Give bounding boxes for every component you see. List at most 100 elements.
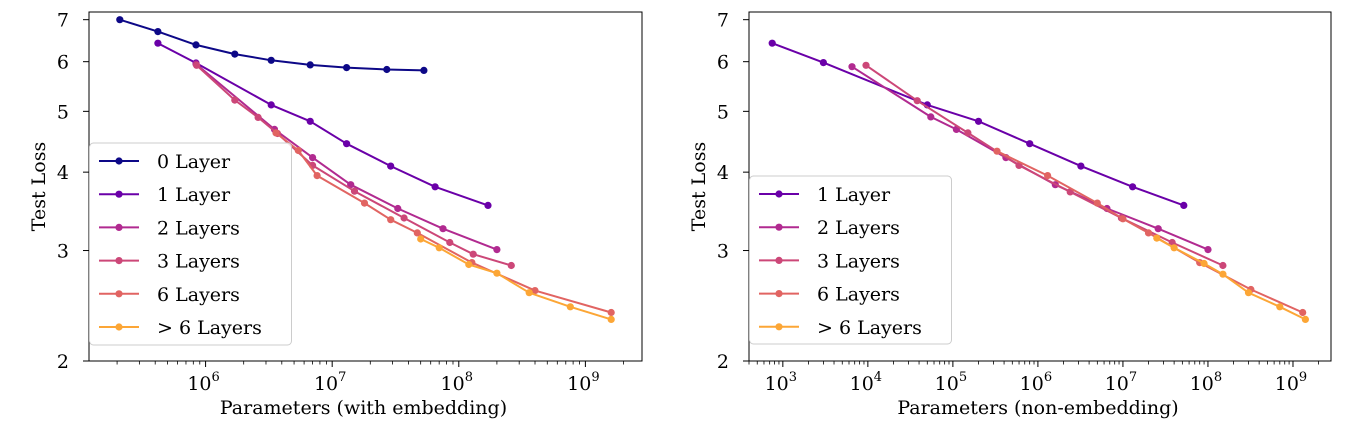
x-tick-base: 10	[1275, 373, 1299, 395]
x-tick-label: 104	[850, 370, 882, 395]
y-tick-label: 5	[57, 101, 69, 123]
x-axis-label: Parameters (non-embedding)	[897, 397, 1178, 419]
y-tick-label: 6	[57, 52, 69, 74]
data-point	[254, 113, 262, 121]
data-point	[417, 235, 425, 243]
legend-marker	[115, 323, 123, 331]
data-point	[267, 101, 275, 109]
data-point	[413, 229, 421, 237]
data-point	[1219, 270, 1227, 278]
x-tick-label: 106	[1020, 370, 1052, 395]
data-point	[1093, 199, 1101, 207]
legend-label: 3 Layers	[817, 250, 900, 272]
x-tick-label: 106	[187, 370, 219, 395]
legend: 0 Layer 1 Layer 2 Layers 3 Layers 6 Layers > …	[89, 142, 292, 346]
legend-label: > 6 Layers	[817, 317, 922, 339]
data-point	[231, 50, 239, 58]
data-point	[439, 225, 447, 233]
data-point	[313, 172, 321, 180]
legend-label: 6 Layers	[817, 284, 900, 306]
data-point	[819, 59, 827, 67]
data-point	[387, 162, 395, 170]
legend-label: 0 Layer	[157, 151, 231, 173]
x-tick-label: 109	[567, 370, 599, 395]
plot-area	[768, 39, 1309, 323]
legend-label: 2 Layers	[817, 217, 900, 239]
data-point	[1144, 229, 1153, 237]
data-point	[1154, 225, 1162, 233]
data-point	[350, 187, 359, 195]
data-point	[848, 63, 856, 71]
data-point	[309, 154, 317, 162]
data-point	[974, 117, 983, 125]
y-tick-label: 7	[717, 10, 729, 32]
legend-marker	[115, 157, 123, 165]
x-tick-exponent: 7	[1129, 370, 1137, 385]
data-point	[431, 183, 439, 191]
data-point	[469, 250, 477, 258]
x-tick-base: 10	[441, 373, 465, 395]
data-point	[1026, 140, 1034, 148]
y-tick-label: 3	[57, 241, 69, 263]
data-point	[267, 56, 275, 64]
data-point	[394, 204, 402, 213]
legend-box	[749, 175, 952, 345]
data-point	[400, 214, 408, 222]
x-tick-exponent: 9	[1299, 370, 1307, 385]
data-point	[862, 61, 870, 69]
x-tick-label: 108	[1190, 370, 1222, 395]
data-point	[927, 113, 935, 121]
legend-marker	[775, 256, 783, 264]
data-point	[1077, 162, 1085, 170]
legend-marker	[775, 223, 783, 231]
data-point	[507, 261, 515, 270]
series-line	[996, 150, 1304, 314]
data-point	[913, 97, 921, 105]
data-point	[294, 146, 302, 155]
legend-marker	[775, 323, 783, 331]
x-tick-exponent: 3	[789, 370, 797, 385]
x-tick-exponent: 7	[338, 370, 346, 385]
legend-label: 2 Layers	[157, 217, 240, 239]
x-tick-exponent: 6	[1044, 370, 1052, 385]
x-tick-label: 107	[1105, 370, 1137, 395]
data-point	[193, 61, 201, 69]
data-point	[1119, 215, 1127, 223]
data-point	[116, 16, 124, 24]
data-point	[192, 41, 200, 49]
data-point	[493, 246, 501, 254]
x-tick-exponent: 6	[212, 370, 220, 385]
x-tick-exponent: 8	[1214, 370, 1222, 385]
y-tick-label: 5	[717, 101, 729, 123]
data-point	[607, 315, 615, 323]
x-tick-label: 105	[935, 370, 967, 395]
data-point	[531, 287, 539, 295]
y-tick-label: 6	[717, 52, 729, 74]
data-point	[360, 199, 369, 207]
y-tick-label: 2	[717, 351, 729, 373]
data-point	[154, 28, 162, 36]
data-point	[1153, 234, 1161, 242]
x-tick-label: 109	[1275, 370, 1307, 395]
data-point	[1200, 259, 1208, 268]
legend-marker	[115, 257, 123, 265]
data-point	[272, 129, 280, 137]
y-axis-label: Test Loss	[28, 142, 50, 231]
x-tick-exponent: 9	[591, 370, 599, 385]
x-tick-base: 10	[935, 373, 959, 395]
series-line	[865, 64, 1224, 267]
x-tick-exponent: 5	[959, 370, 967, 385]
data-point	[343, 64, 351, 72]
x-tick-base: 10	[1190, 373, 1214, 395]
series-line	[771, 42, 1185, 207]
data-point	[1180, 201, 1188, 209]
data-point	[1276, 303, 1284, 311]
x-tick-base: 10	[850, 373, 874, 395]
x-tick-base: 10	[314, 373, 338, 395]
legend-marker	[775, 290, 783, 298]
series-line	[195, 64, 512, 267]
y-tick-label: 3	[717, 241, 729, 263]
data-point	[964, 129, 972, 137]
legend-label: 3 Layers	[157, 251, 240, 273]
x-tick-label: 107	[314, 370, 346, 395]
